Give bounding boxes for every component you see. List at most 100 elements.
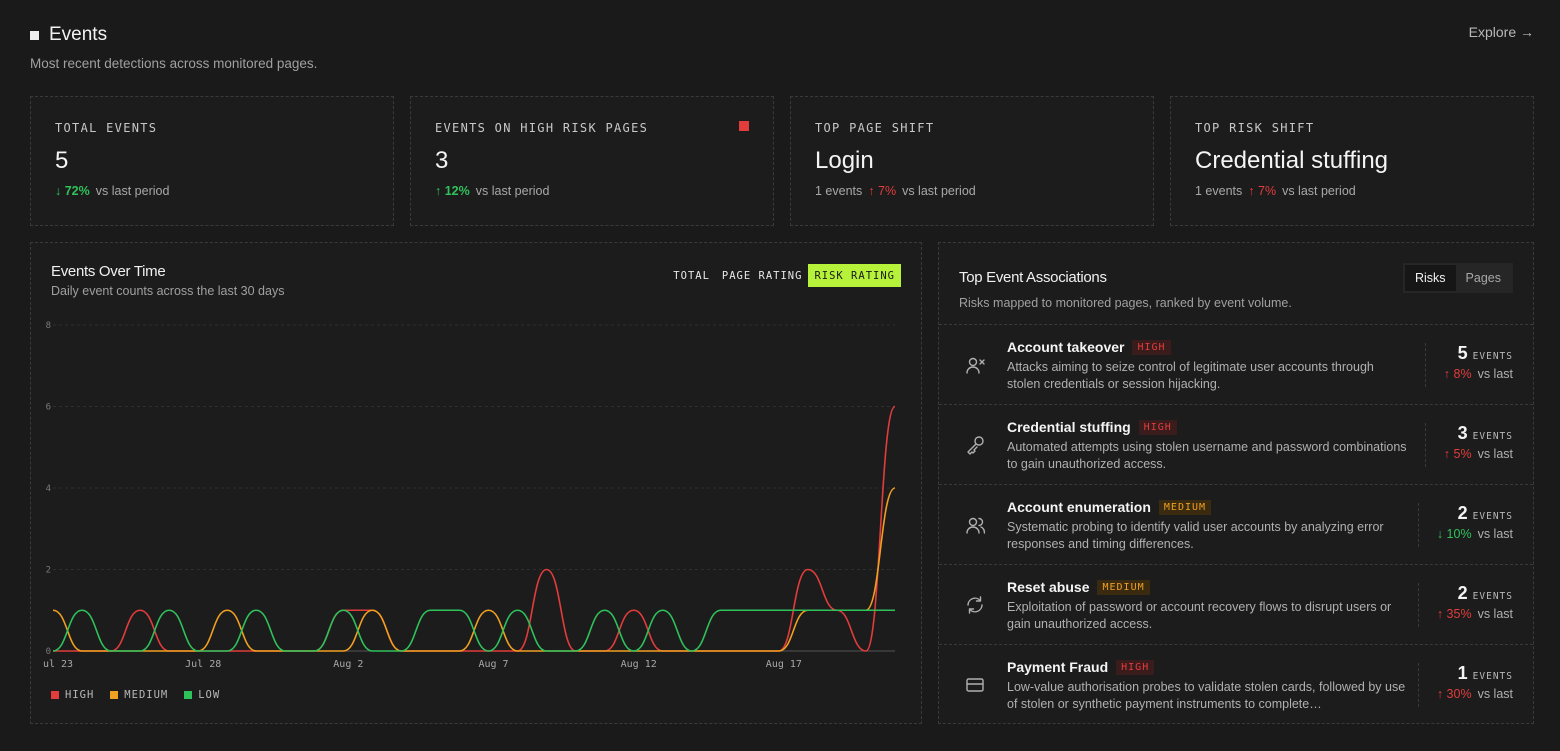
associations-header: Top Event Associations Risks mapped to m… [939, 243, 1533, 325]
delta-value: ↑ 30% [1436, 687, 1472, 701]
kpi-prefix: 1 events [1195, 184, 1243, 198]
legend-label: MEDIUM [124, 689, 169, 701]
association-name-line: Account enumeration MEDIUM [1007, 499, 1407, 515]
kpi-prefix: 1 events [815, 184, 863, 198]
segment-risks[interactable]: Risks [1404, 265, 1456, 291]
legend-medium: MEDIUM [110, 689, 168, 701]
count-line: 2 EVENTS [1437, 583, 1513, 604]
key-icon [967, 436, 984, 455]
x-tick-label: Aug 17 [766, 659, 802, 670]
delta-suffix: vs last period [1282, 184, 1356, 198]
association-name-line: Credential stuffing HIGH [1007, 419, 1407, 435]
vs-last-label: vs last [1477, 687, 1513, 701]
association-name: Account takeover [1007, 339, 1125, 355]
refresh-icon [967, 596, 983, 614]
tab-risk-rating[interactable]: RISK RATING [808, 264, 901, 287]
association-row[interactable]: Account takeover HIGH Attacks aiming to … [939, 325, 1533, 405]
association-delta: ↑ 8% vs last [1444, 367, 1513, 381]
legend-low: LOW [184, 689, 220, 701]
association-description: Attacks aiming to seize control of legit… [1007, 360, 1374, 391]
x-tick-label: Aug 7 [478, 659, 508, 670]
y-tick-label: 0 [46, 647, 51, 657]
delta-value: ↑ 35% [1436, 607, 1472, 621]
association-body: Account enumeration MEDIUM Systematic pr… [1007, 499, 1407, 553]
association-name: Payment Fraud [1007, 659, 1109, 675]
delta-suffix: vs last period [95, 184, 170, 198]
tab-total[interactable]: TOTAL [673, 270, 710, 282]
chart-subtitle: Daily event counts across the last 30 da… [51, 284, 285, 298]
association-row[interactable]: Reset abuse MEDIUM Exploitation of passw… [939, 565, 1533, 645]
kpi-total-events: TOTAL EVENTS 5 ↓ 72% vs last period [30, 96, 394, 226]
delta-value: 72% [64, 184, 90, 198]
association-row[interactable]: Account enumeration MEDIUM Systematic pr… [939, 485, 1533, 565]
kpi-label: TOTAL EVENTS [55, 121, 158, 135]
event-count: 5 [1457, 343, 1468, 363]
count-line: 3 EVENTS [1444, 423, 1513, 444]
association-row[interactable]: Payment Fraud HIGH Low-value authorisati… [939, 645, 1533, 725]
x-tick-label: Jul 28 [185, 659, 221, 670]
chart-tabs: TOTAL PAGE RATING RISK RATING [667, 264, 901, 287]
count-line: 5 EVENTS [1444, 343, 1513, 364]
tab-page-rating[interactable]: PAGE RATING [721, 270, 803, 282]
association-body: Account takeover HIGH Attacks aiming to … [1007, 339, 1407, 393]
vs-last-label: vs last [1477, 607, 1513, 621]
legend-swatch-medium [110, 691, 119, 699]
y-tick-label: 2 [46, 566, 51, 576]
association-stats: 5 EVENTS ↑ 8% vs last [1424, 343, 1513, 387]
title-row: Events [30, 24, 1534, 46]
legend-label: LOW [198, 689, 221, 701]
delta-arrow: ↓ 72% [55, 184, 90, 198]
arrow-up-icon: ↑ [868, 184, 875, 198]
association-name: Reset abuse [1007, 579, 1090, 595]
association-body: Credential stuffing HIGH Automated attem… [1007, 419, 1407, 473]
association-body: Reset abuse MEDIUM Exploitation of passw… [1007, 579, 1407, 633]
delta-value: 7% [1258, 184, 1277, 198]
risk-badge: MEDIUM [1097, 579, 1150, 595]
kpi-delta: 1 events ↑ 7% vs last period [815, 184, 1129, 198]
page-title: Events [49, 24, 108, 45]
legend-swatch-low [184, 691, 193, 699]
association-description: Exploitation of password or account reco… [1007, 600, 1392, 631]
association-stats: 1 EVENTS ↑ 30% vs last [1417, 663, 1513, 707]
delta-arrow: ↑ 7% [1248, 184, 1276, 198]
vs-last-label: vs last [1477, 367, 1513, 381]
association-name-line: Account takeover HIGH [1007, 339, 1407, 355]
legend-label: HIGH [65, 689, 95, 701]
delta-arrow: ↑ 7% [868, 184, 896, 198]
risk-badge: HIGH [1138, 419, 1177, 435]
association-body: Payment Fraud HIGH Low-value authorisati… [1007, 659, 1407, 713]
segment-pages[interactable]: Pages [1465, 271, 1501, 285]
x-tick-label: ul 23 [43, 659, 73, 670]
users-icon [966, 517, 985, 534]
credit-card-icon [966, 678, 984, 692]
kpi-label: TOP RISK SHIFT [1195, 121, 1315, 135]
y-tick-label: 4 [46, 484, 51, 494]
association-description: Systematic probing to identify valid use… [1007, 520, 1384, 551]
legend-swatch-high [51, 691, 59, 699]
user-x-icon [966, 357, 985, 374]
association-delta: ↑ 30% vs last [1437, 687, 1513, 701]
kpi-cards: TOTAL EVENTS 5 ↓ 72% vs last period EVEN… [30, 96, 1534, 226]
vs-last-label: vs last [1477, 447, 1513, 461]
events-over-time-panel: Events Over Time Daily event counts acro… [30, 242, 922, 724]
events-label: EVENTS [1472, 431, 1513, 442]
events-label: EVENTS [1472, 351, 1513, 362]
events-label: EVENTS [1472, 511, 1513, 522]
association-name-line: Payment Fraud HIGH [1007, 659, 1407, 675]
association-delta: ↑ 35% vs last [1437, 607, 1513, 621]
y-tick-label: 6 [46, 403, 51, 413]
series-line-high [52, 405, 896, 652]
page-header: Events Most recent detections across mon… [30, 24, 1534, 74]
kpi-delta: ↑ 12% vs last period [435, 184, 749, 198]
event-count: 2 [1457, 503, 1468, 523]
associations-list: Account takeover HIGH Attacks aiming to … [939, 325, 1533, 725]
association-row[interactable]: Credential stuffing HIGH Automated attem… [939, 405, 1533, 485]
delta-value: 7% [878, 184, 897, 198]
y-tick-label: 8 [46, 321, 51, 331]
event-count: 2 [1457, 583, 1468, 603]
explore-link[interactable]: Explore → [1468, 24, 1534, 40]
risk-badge: HIGH [1132, 339, 1171, 355]
chart-legend: HIGH MEDIUM LOW [51, 689, 220, 701]
top-event-associations-panel: Top Event Associations Risks mapped to m… [938, 242, 1534, 724]
kpi-value: Credential stuffing [1195, 147, 1389, 174]
